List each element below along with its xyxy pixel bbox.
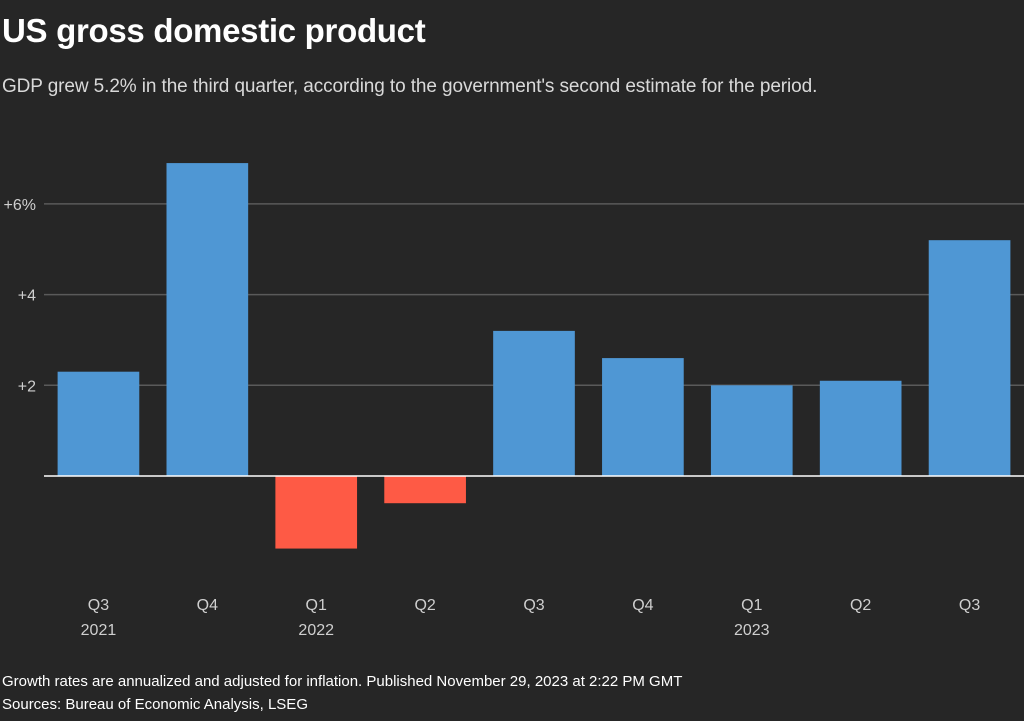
x-tick-year: 2021 xyxy=(81,622,117,639)
y-tick-label: +4 xyxy=(18,288,36,305)
chart-footnote: Growth rates are annualized and adjusted… xyxy=(2,673,683,690)
x-tick-year: 2022 xyxy=(298,622,334,639)
bar-q2-2022 xyxy=(384,476,466,504)
bar-q2-2023 xyxy=(819,380,902,476)
x-tick-quarter: Q4 xyxy=(197,597,218,614)
bar-q3-2022 xyxy=(493,330,575,476)
chart-source: Sources: Bureau of Economic Analysis, LS… xyxy=(2,696,308,713)
x-tick-quarter: Q2 xyxy=(850,597,871,614)
y-tick-label: +6% xyxy=(4,197,36,214)
x-tick-quarter: Q2 xyxy=(414,597,435,614)
x-tick-quarter: Q1 xyxy=(306,597,327,614)
bar-q1-2022 xyxy=(275,476,358,549)
chart-subtitle: GDP grew 5.2% in the third quarter, acco… xyxy=(2,76,818,97)
x-tick-quarter: Q4 xyxy=(632,597,653,614)
bar-q4-2022 xyxy=(602,358,684,476)
x-tick-quarter: Q3 xyxy=(959,597,980,614)
bar-q3-2023 xyxy=(928,240,1011,476)
x-tick-quarter: Q3 xyxy=(523,597,544,614)
bar-q1-2023 xyxy=(710,385,793,476)
bar-q4-2021 xyxy=(166,163,249,476)
x-tick-year: 2023 xyxy=(734,622,770,639)
y-tick-label: +2 xyxy=(18,378,36,395)
gdp-bar-chart: +2 +4 +6% Q3 2021 Q4 Q1 2022 Q2 Q3 Q4 Q1 2023 Q2 Q3 xyxy=(4,163,1024,639)
x-tick-quarter: Q3 xyxy=(88,597,109,614)
chart-title: US gross domestic product xyxy=(2,12,426,49)
x-tick-quarter: Q1 xyxy=(741,597,762,614)
bar-q3-2021 xyxy=(57,371,140,476)
